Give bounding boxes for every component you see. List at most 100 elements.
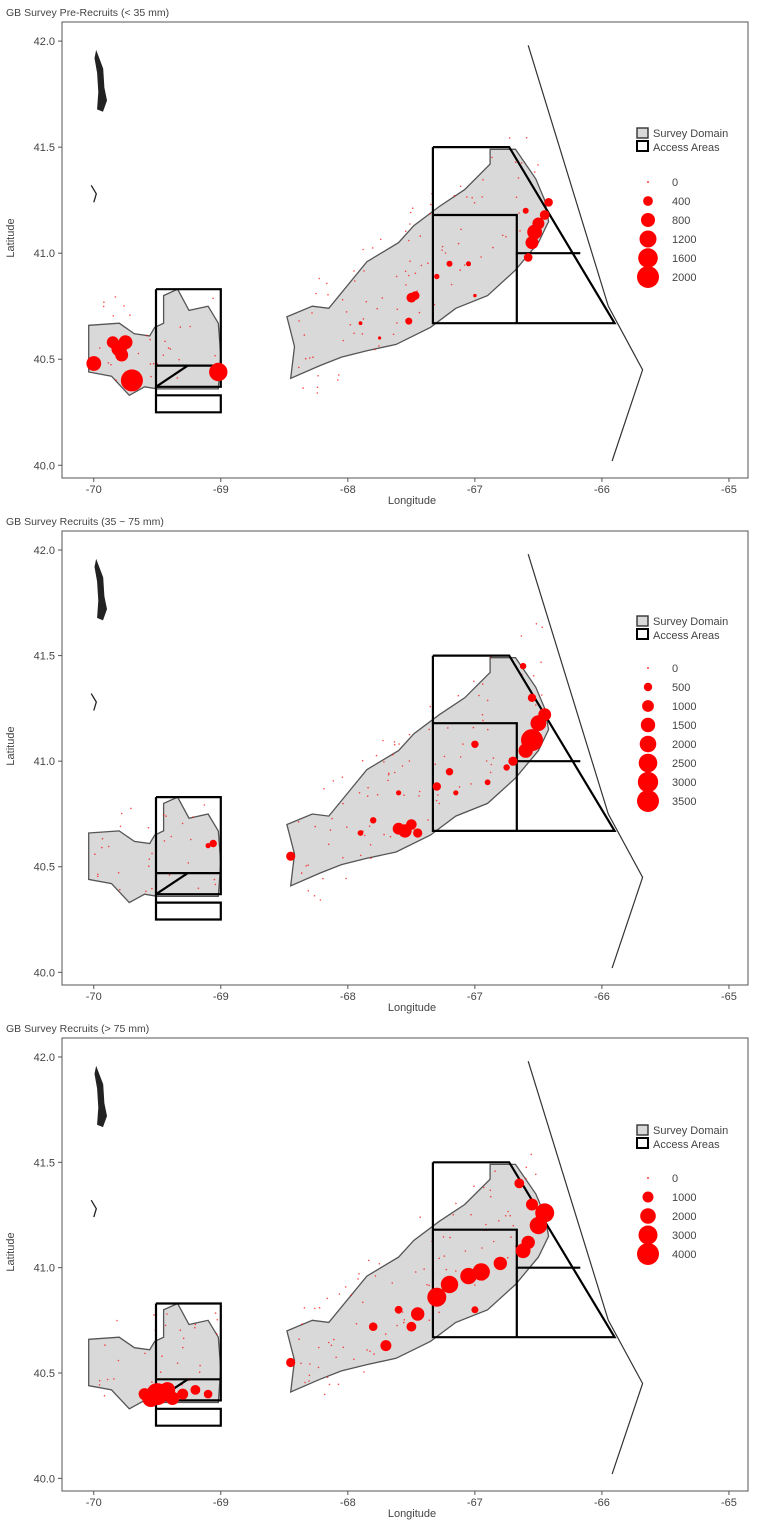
- nantucket-coastline: [90, 1199, 98, 1218]
- catch-bubble: [190, 1385, 201, 1395]
- station-dot: [540, 661, 542, 663]
- catch-bubble: [521, 1235, 535, 1250]
- catch-bubble: [544, 198, 553, 207]
- x-tick-label: -69: [213, 991, 229, 1003]
- station-dot: [381, 297, 384, 299]
- station-dot: [328, 1341, 330, 1344]
- x-tick-label: -65: [721, 1497, 737, 1509]
- x-axis-label: Longitude: [388, 1002, 436, 1014]
- station-dot: [505, 235, 507, 238]
- station-dot: [375, 754, 378, 757]
- station-dot: [504, 1215, 507, 1217]
- station-dot: [396, 322, 398, 324]
- station-dot: [148, 865, 150, 867]
- station-dot: [427, 262, 429, 265]
- station-dot: [519, 230, 521, 232]
- station-dot: [214, 354, 216, 357]
- catch-bubble: [406, 819, 417, 830]
- station-dot: [541, 626, 543, 629]
- station-dot: [426, 1283, 428, 1286]
- station-dot: [214, 883, 217, 886]
- station-dot: [362, 318, 365, 320]
- legend-access-areas-key: [636, 628, 649, 640]
- station-dot: [167, 347, 170, 349]
- station-dot: [408, 733, 411, 736]
- station-dot: [487, 728, 489, 731]
- station-dot: [190, 838, 192, 841]
- station-dot: [464, 1250, 467, 1252]
- station-dot: [409, 223, 411, 225]
- catch-bubble: [539, 210, 550, 220]
- station-dot: [304, 357, 307, 360]
- station-dot: [319, 899, 322, 901]
- station-dot: [353, 280, 356, 282]
- catch-bubble: [519, 662, 527, 670]
- station-dot: [342, 802, 344, 805]
- station-dot: [338, 1293, 341, 1295]
- legend-size-label: 1200: [672, 234, 696, 246]
- station-dot: [482, 719, 484, 722]
- station-dot: [429, 705, 432, 708]
- nantucket-coastline: [90, 693, 98, 711]
- catch-bubble: [466, 261, 471, 267]
- x-tick-label: -67: [467, 484, 483, 496]
- station-dot: [353, 270, 355, 272]
- station-dot: [423, 1268, 425, 1270]
- legend-survey-domain-label: Survey Domain: [653, 616, 728, 628]
- station-dot: [341, 298, 344, 301]
- station-dot: [337, 379, 339, 381]
- station-dot: [430, 203, 432, 206]
- station-dot: [117, 1359, 120, 1362]
- station-dot: [501, 234, 504, 237]
- y-tick-label: 41.5: [34, 1157, 55, 1169]
- station-dot: [444, 252, 447, 254]
- station-dot: [168, 874, 171, 876]
- y-tick-label: 40.0: [34, 967, 55, 979]
- station-dot: [387, 773, 390, 776]
- legend-size-label: 2000: [672, 272, 696, 284]
- station-dot: [308, 1374, 311, 1377]
- station-dot: [159, 1371, 162, 1373]
- station-dot: [437, 794, 439, 796]
- y-tick-label: 42.0: [34, 1052, 55, 1064]
- station-dot: [376, 793, 379, 796]
- plot-border: [61, 1037, 749, 1492]
- access-area-outline: [431, 1161, 617, 1339]
- y-tick-label: 40.5: [34, 354, 55, 366]
- station-dot: [150, 375, 152, 378]
- station-dot: [508, 137, 511, 139]
- access-area-outline: [431, 654, 617, 833]
- station-dot: [194, 1323, 197, 1326]
- station-dot: [332, 780, 335, 782]
- catch-bubble: [472, 1263, 490, 1281]
- station-dot: [404, 270, 407, 273]
- station-dot: [303, 1307, 306, 1309]
- station-dot: [317, 375, 319, 377]
- station-dot: [329, 829, 332, 831]
- x-tick-label: -68: [340, 1497, 356, 1509]
- station-dot: [349, 323, 352, 326]
- legend-size-label: 1000: [672, 701, 696, 713]
- station-dot: [482, 178, 484, 181]
- station-dot: [342, 1346, 345, 1349]
- station-dot: [370, 857, 372, 859]
- station-dot: [509, 1214, 512, 1217]
- station-dot: [194, 1326, 196, 1329]
- x-tick-label: -67: [467, 991, 483, 1003]
- station-dot: [378, 345, 380, 347]
- access-area-outline: [432, 722, 581, 763]
- station-dot: [405, 284, 407, 286]
- station-dot: [403, 1321, 405, 1324]
- station-dot: [483, 1186, 485, 1189]
- station-dot: [335, 1356, 337, 1359]
- legend-survey-domain-key: [636, 615, 649, 627]
- station-dot: [182, 1346, 184, 1349]
- station-dot: [427, 819, 429, 821]
- station-dot: [302, 387, 304, 389]
- station-dot: [442, 1236, 445, 1238]
- map-panel-recruits-35-75: GB Survey Recruits (35 ~ 75 mm) Longitud…: [5, 516, 749, 1014]
- catch-bubble: [378, 336, 382, 340]
- station-dot: [305, 865, 307, 867]
- legend-size-bubble: [639, 735, 657, 753]
- station-dot: [457, 694, 460, 697]
